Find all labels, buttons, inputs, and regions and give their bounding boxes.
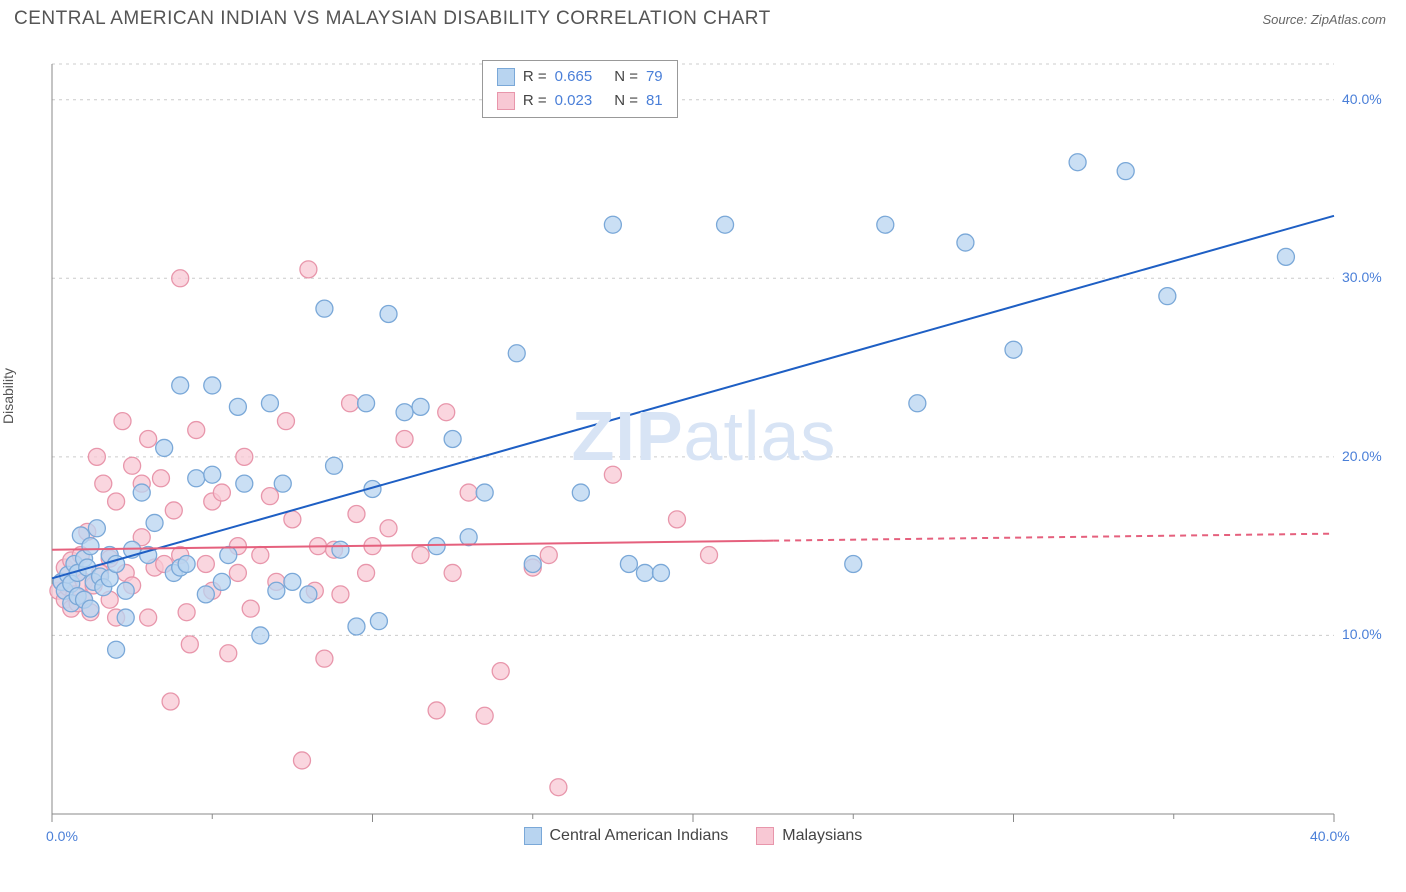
x-tick-label: 40.0%	[1310, 828, 1350, 844]
scatter-plot	[46, 58, 1380, 838]
legend-swatch	[524, 827, 542, 845]
legend-swatch	[497, 68, 515, 86]
stats-legend: R = 0.665N = 79R = 0.023N = 81	[482, 60, 678, 118]
series-legend-item: Malaysians	[756, 824, 862, 848]
y-tick-label: 40.0%	[1342, 91, 1382, 107]
stats-legend-row: R = 0.023N = 81	[497, 89, 663, 113]
y-tick-label: 20.0%	[1342, 448, 1382, 464]
y-axis-label: Disability	[0, 368, 16, 424]
legend-swatch	[756, 827, 774, 845]
y-tick-label: 30.0%	[1342, 269, 1382, 285]
chart-title: CENTRAL AMERICAN INDIAN VS MALAYSIAN DIS…	[14, 8, 771, 30]
series-legend: Central American Indians Malaysians	[524, 824, 863, 848]
legend-swatch	[497, 92, 515, 110]
stats-legend-row: R = 0.665N = 79	[497, 65, 663, 89]
y-tick-label: 10.0%	[1342, 626, 1382, 642]
chart-source: Source: ZipAtlas.com	[1262, 12, 1386, 27]
x-tick-label: 0.0%	[46, 828, 78, 844]
series-legend-item: Central American Indians	[524, 824, 729, 848]
